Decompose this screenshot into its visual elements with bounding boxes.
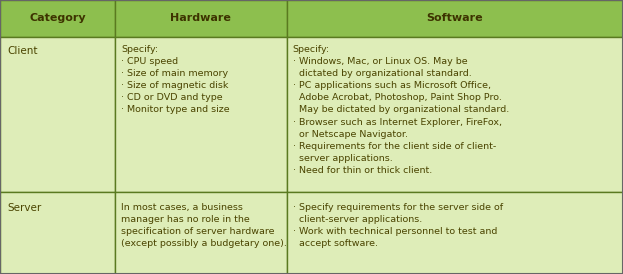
Bar <box>115 0 287 37</box>
Text: Specify:
· CPU speed
· Size of main memory
· Size of magnetic disk
· CD or DVD a: Specify: · CPU speed · Size of main memo… <box>121 45 230 115</box>
Text: Specify:
· Windows, Mac, or Linux OS. May be
  dictated by organizational standa: Specify: · Windows, Mac, or Linux OS. Ma… <box>293 45 509 175</box>
Bar <box>287 37 623 192</box>
Text: Software: Software <box>427 13 483 24</box>
Text: Hardware: Hardware <box>171 13 231 24</box>
Text: Category: Category <box>29 13 86 24</box>
Bar <box>287 0 623 37</box>
Bar <box>0 0 115 37</box>
Text: · Specify requirements for the server side of
  client-server applications.
· Wo: · Specify requirements for the server si… <box>293 203 503 248</box>
Bar <box>115 37 287 192</box>
Bar <box>115 192 287 274</box>
Text: Client: Client <box>7 46 38 56</box>
Bar <box>0 192 115 274</box>
Bar <box>0 37 115 192</box>
Text: Server: Server <box>7 203 42 213</box>
Bar <box>287 192 623 274</box>
Text: In most cases, a business
manager has no role in the
specification of server har: In most cases, a business manager has no… <box>121 203 287 248</box>
